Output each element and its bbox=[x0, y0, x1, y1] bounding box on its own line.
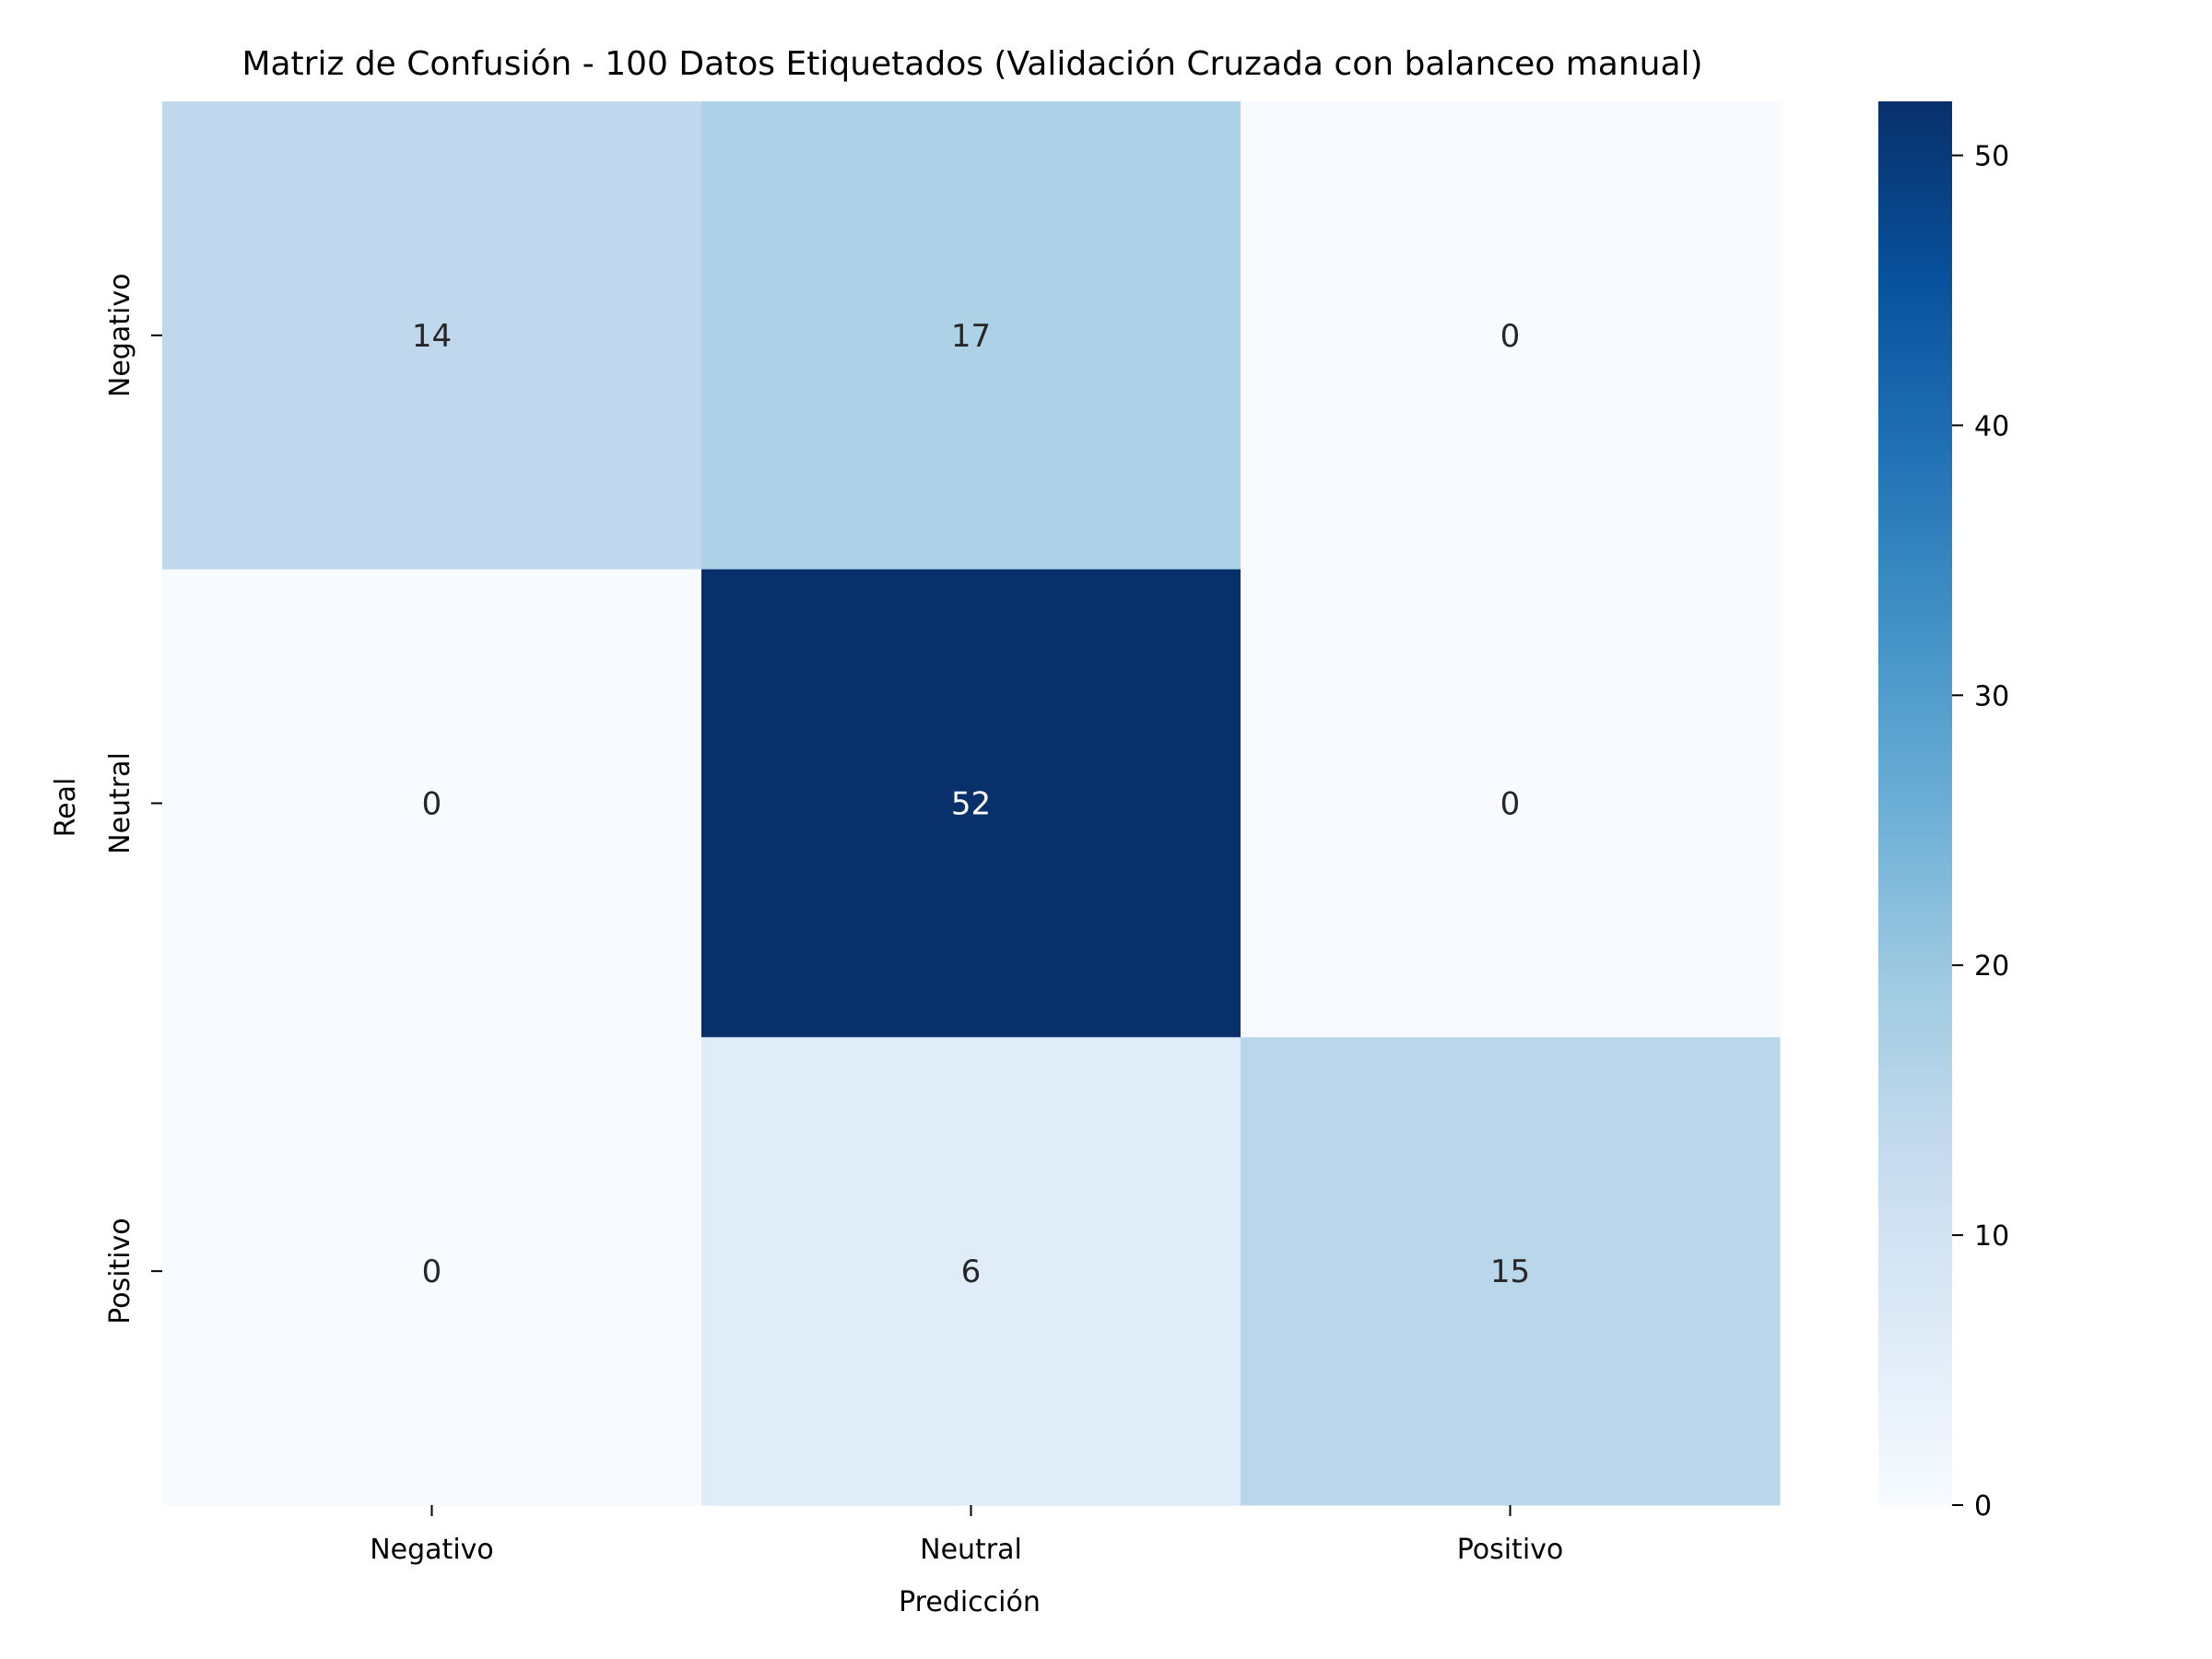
heatmap-cell bbox=[701, 101, 1241, 571]
cell-value-label: 0 bbox=[1500, 786, 1521, 823]
x-tick-label: Positivo bbox=[1457, 1534, 1564, 1566]
colorbar-tick-label: 10 bbox=[1974, 1220, 2009, 1253]
heatmap-cell bbox=[701, 569, 1241, 1038]
cell-value-label: 0 bbox=[422, 1253, 442, 1290]
heatmap-cell bbox=[701, 1037, 1241, 1506]
x-tick-label: Neutral bbox=[920, 1534, 1022, 1566]
colorbar-ticks: 0 10 20 30 40 50 bbox=[1952, 141, 2009, 1523]
cell-value-label: 17 bbox=[951, 318, 991, 355]
cell-value-label: 0 bbox=[422, 786, 442, 823]
heatmap-cell bbox=[1241, 1037, 1781, 1506]
colorbar-tick-label: 50 bbox=[1974, 141, 2009, 173]
cell-value-label: 52 bbox=[951, 786, 991, 823]
y-tick-label: Neutral bbox=[104, 752, 136, 854]
colorbar-tick-label: 40 bbox=[1974, 410, 2009, 442]
cell-value-label: 0 bbox=[1500, 318, 1521, 355]
heatmap-cell bbox=[1241, 569, 1781, 1038]
cell-value-label: 15 bbox=[1490, 1253, 1530, 1290]
heatmap-cell bbox=[162, 101, 702, 571]
chart-title: Matriz de Confusión - 100 Datos Etiqueta… bbox=[241, 45, 1702, 83]
cell-value-labels: 14 17 0 0 52 0 0 6 15 bbox=[412, 318, 1530, 1290]
cell-value-label: 6 bbox=[961, 1253, 982, 1290]
colorbar-tick-label: 0 bbox=[1974, 1490, 1992, 1523]
heatmap-cell bbox=[1241, 101, 1781, 571]
x-axis-ticks: Negativo Neutral Positivo bbox=[370, 1505, 1563, 1566]
y-axis-ticks: Negativo Neutral Positivo bbox=[104, 274, 162, 1324]
heatmap-cell bbox=[162, 569, 702, 1038]
colorbar-tick-label: 30 bbox=[1974, 680, 2009, 712]
colorbar bbox=[1878, 101, 1952, 1505]
y-axis-label: Real bbox=[50, 778, 82, 838]
y-tick-label: Negativo bbox=[104, 274, 136, 398]
colorbar-tick-label: 20 bbox=[1974, 950, 2009, 982]
x-tick-label: Negativo bbox=[370, 1534, 494, 1566]
heatmap-cell bbox=[162, 1037, 702, 1506]
heatmap-cells bbox=[162, 101, 1781, 1506]
cell-value-label: 14 bbox=[412, 318, 452, 355]
y-tick-label: Positivo bbox=[104, 1218, 136, 1324]
x-axis-label: Predicción bbox=[899, 1586, 1041, 1618]
